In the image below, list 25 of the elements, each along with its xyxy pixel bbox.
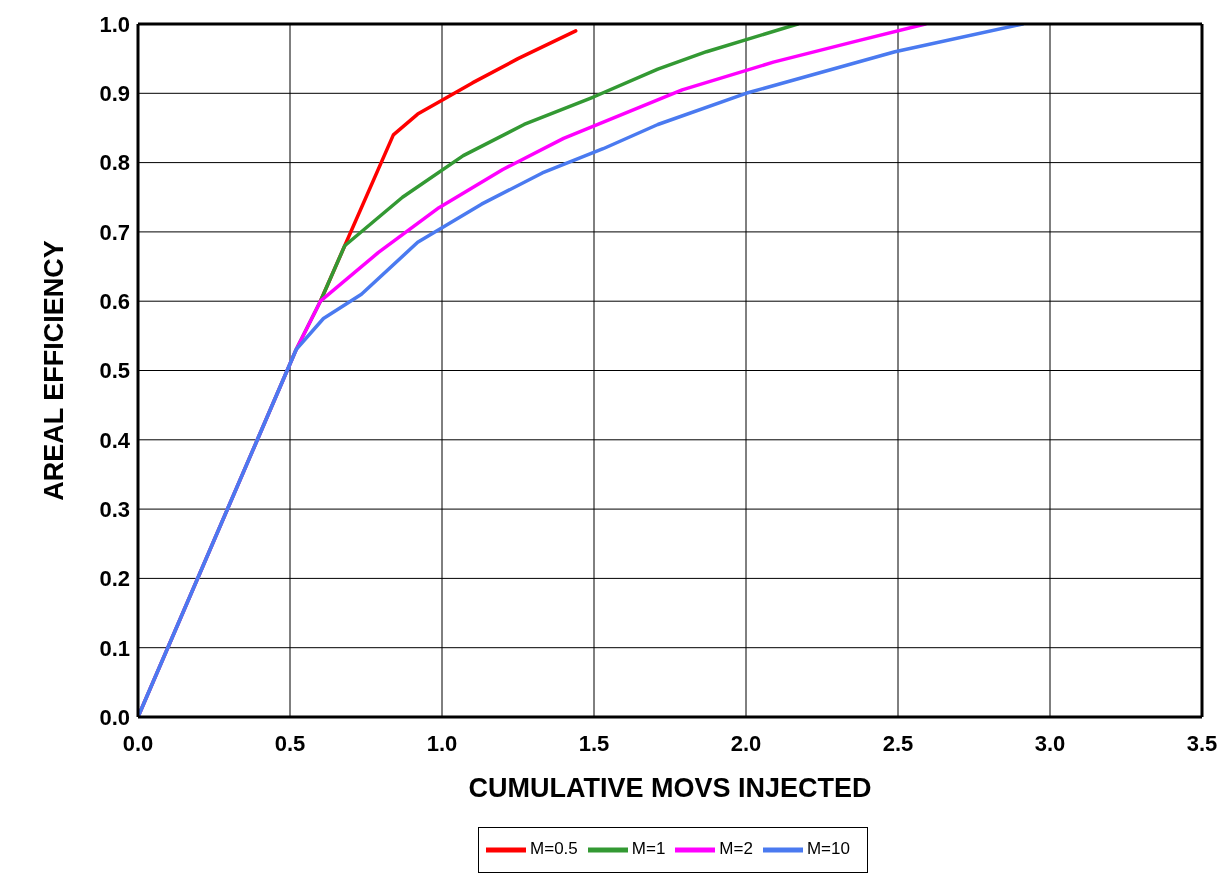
- x-tick-label: 3.5: [1186, 730, 1218, 756]
- y-tick-label: 0.7: [99, 219, 130, 245]
- y-tick-label: 0.0: [99, 704, 130, 730]
- y-tick-label: 0.5: [99, 358, 130, 384]
- y-tick-label: 0.8: [99, 150, 130, 176]
- y-tick-label: 0.1: [99, 635, 130, 661]
- y-tick-label: 1.0: [99, 11, 130, 37]
- x-axis-title: CUMULATIVE MOVS INJECTED: [468, 773, 872, 803]
- y-tick-label: 0.3: [99, 496, 130, 522]
- legend-label: M=0.5: [530, 839, 578, 859]
- y-tick-label: 0.4: [99, 427, 131, 453]
- legend-label: M=1: [631, 839, 666, 859]
- x-tick-label: 3.0: [1034, 730, 1066, 756]
- legend-label: M=2: [719, 839, 753, 859]
- legend-label: M=10: [806, 839, 850, 859]
- x-tick-label: 1.0: [426, 730, 458, 756]
- x-tick-label: 0.5: [274, 730, 306, 756]
- y-tick-label: 0.2: [99, 566, 130, 592]
- x-tick-label: 0.0: [122, 730, 154, 756]
- y-axis-title: AREAL EFFICIENCY: [38, 240, 69, 501]
- y-tick-label: 0.9: [99, 81, 130, 107]
- y-tick-label: 0.6: [99, 289, 130, 315]
- x-tick-label: 2.5: [882, 730, 914, 756]
- x-tick-label: 1.5: [578, 730, 610, 756]
- x-tick-label: 2.0: [730, 730, 762, 756]
